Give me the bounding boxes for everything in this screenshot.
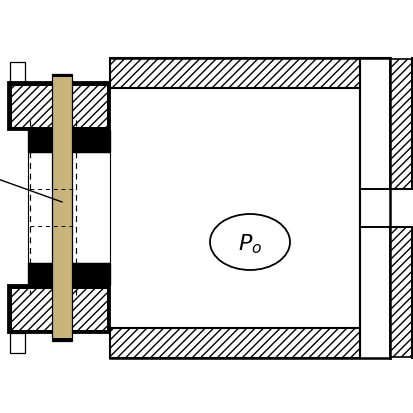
Bar [107,285,110,333]
Bar [390,227,412,357]
Bar [360,58,390,189]
Ellipse shape [210,214,290,270]
Bar [8,285,12,333]
Bar [10,333,25,353]
Bar [52,74,72,77]
Bar [8,82,110,85]
Bar [28,263,110,285]
Bar [110,88,360,328]
Bar [52,74,72,341]
Bar [390,59,412,189]
Bar [107,82,110,130]
Bar [360,227,390,358]
Bar [8,330,110,333]
Bar [28,152,110,263]
Bar [360,189,412,227]
Bar [8,126,110,130]
Bar [8,285,110,333]
Bar [28,130,110,152]
Bar [8,82,12,130]
Bar [52,338,72,341]
Bar [110,58,390,358]
Bar [8,82,110,130]
Bar [10,62,25,82]
Bar [8,285,110,289]
Text: $P_o$: $P_o$ [238,232,262,256]
